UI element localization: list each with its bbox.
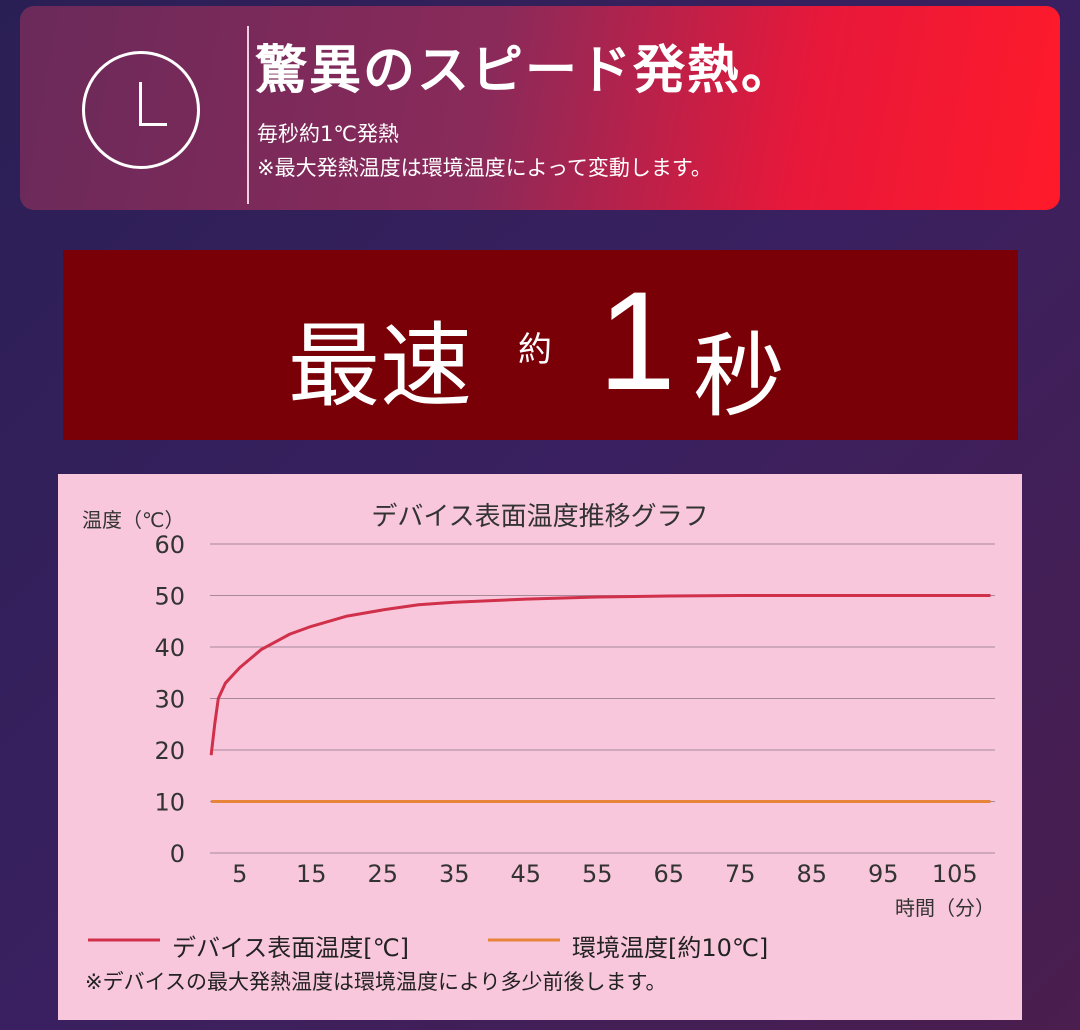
speed-approx: 約 (518, 330, 552, 370)
speed-banner: 最速 約 1 秒 (63, 250, 1018, 440)
legend-ambient: 環境温度[約10℃] (572, 934, 769, 962)
x-tick-label: 45 (510, 860, 541, 888)
device-temperature-line (209, 594, 991, 756)
y-tick-label: 50 (154, 583, 185, 611)
header-note: ※最大発熱温度は環境温度によって変動します。 (257, 156, 712, 180)
x-axis-label: 時間（分） (895, 896, 995, 920)
x-tick-label: 15 (296, 860, 327, 888)
x-tick-label: 5 (232, 860, 247, 888)
x-tick-label: 25 (367, 860, 398, 888)
headline: 驚異のスピード発熱。 (255, 41, 796, 101)
chart-panel (58, 474, 1022, 1020)
x-tick-label: 75 (725, 860, 756, 888)
chart-footnote: ※デバイスの最大発熱温度は環境温度により多少前後します。 (85, 970, 667, 994)
subtitle: 毎秒約1℃発熱 (257, 122, 399, 146)
speed-value: 1 (598, 262, 676, 419)
y-tick-label: 40 (154, 634, 185, 662)
x-tick-label: 105 (932, 860, 978, 888)
x-tick-label: 85 (796, 860, 827, 888)
header-banner (20, 6, 1060, 210)
divider (247, 26, 249, 204)
y-tick-label: 10 (154, 789, 185, 817)
x-tick-label: 55 (582, 860, 613, 888)
y-tick-label: 30 (154, 686, 185, 714)
x-tick-label: 35 (439, 860, 470, 888)
y-axis-label: 温度（℃） (82, 508, 184, 532)
y-tick-label: 20 (154, 737, 185, 765)
x-tick-label: 65 (653, 860, 684, 888)
clock-icon (82, 51, 200, 169)
y-tick-label: 0 (170, 840, 185, 868)
chart-title: デバイス表面温度推移グラフ (371, 502, 708, 532)
legend-device: デバイス表面温度[℃] (172, 934, 409, 962)
speed-prefix: 最速 (288, 313, 473, 420)
x-tick-label: 95 (868, 860, 899, 888)
speed-unit: 秒 (693, 323, 786, 430)
y-tick-label: 60 (154, 531, 185, 559)
